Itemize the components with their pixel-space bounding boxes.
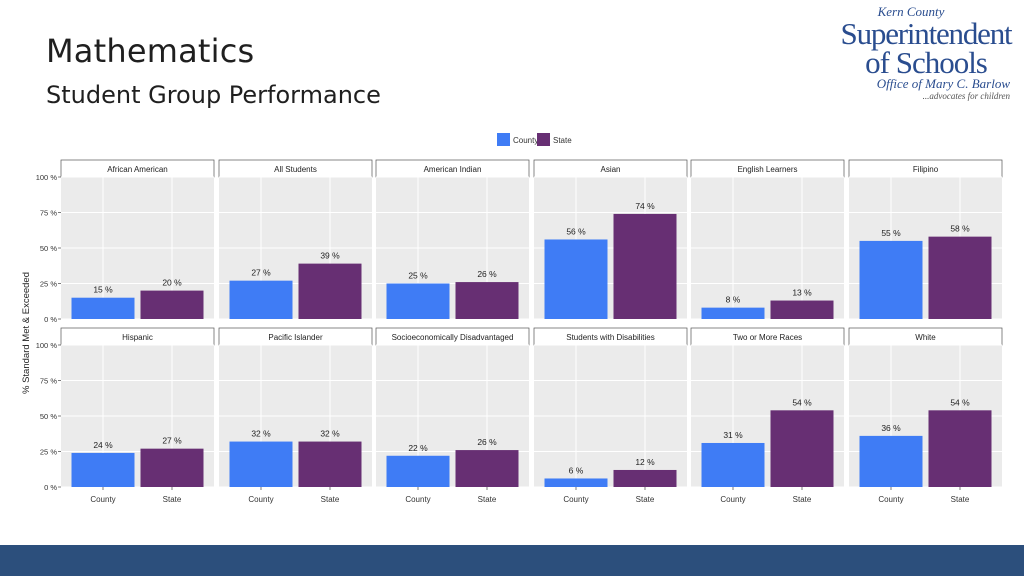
x-tick-label-state: State	[951, 495, 970, 504]
logo-line-schools: of Schools	[865, 45, 988, 80]
bar-american-indian-county	[386, 283, 450, 319]
bar-african-american-state	[140, 290, 204, 319]
data-label-all-students-county: 27 %	[251, 268, 271, 278]
bar-african-american-county	[71, 297, 135, 319]
facet-title-english-learners: English Learners	[737, 165, 797, 174]
bar-two-or-more-races-county	[701, 442, 765, 487]
data-label-socioeconomically-disadvantaged-county: 22 %	[408, 443, 428, 453]
data-label-all-students-state: 39 %	[320, 251, 340, 261]
x-tick-label-county: County	[405, 495, 430, 504]
data-label-english-learners-county: 8 %	[726, 295, 741, 305]
data-label-pacific-islander-state: 32 %	[320, 429, 340, 439]
facet-title-asian: Asian	[600, 165, 620, 174]
x-tick-label-county: County	[248, 495, 273, 504]
data-label-socioeconomically-disadvantaged-state: 26 %	[477, 437, 497, 447]
bar-pacific-islander-state	[298, 441, 362, 487]
y-axis-title: % Standard Met & Exceeded	[21, 272, 32, 394]
bar-hispanic-state	[140, 448, 204, 487]
facet-title-hispanic: Hispanic	[122, 333, 153, 342]
facet-title-filipino: Filipino	[913, 165, 939, 174]
y-tick-label: 25 %	[40, 280, 57, 289]
y-tick-label: 50 %	[40, 412, 57, 421]
data-label-hispanic-state: 27 %	[162, 436, 182, 446]
facet-title-all-students: All Students	[274, 165, 317, 174]
data-label-filipino-county: 55 %	[881, 228, 901, 238]
facet-title-american-indian: American Indian	[424, 165, 482, 174]
data-label-two-or-more-races-county: 31 %	[723, 430, 743, 440]
footer-bar	[0, 545, 1024, 576]
x-tick-label-state: State	[793, 495, 812, 504]
data-label-hispanic-county: 24 %	[93, 440, 113, 450]
facet-title-african-american: African American	[107, 165, 167, 174]
bar-english-learners-county	[701, 307, 765, 319]
kern-county-logo: Kern County Superintendent of Schools Of…	[836, 5, 1016, 110]
logo-line-superintendent: Superintendent	[840, 16, 1013, 51]
data-label-american-indian-state: 26 %	[477, 269, 497, 279]
x-tick-label-county: County	[563, 495, 588, 504]
logo-line-office: Office of Mary C. Barlow	[876, 76, 1010, 91]
data-label-white-state: 54 %	[950, 397, 970, 407]
x-tick-label-state: State	[321, 495, 340, 504]
logo-line-tagline: ...advocates for children	[922, 91, 1010, 101]
y-tick-label: 75 %	[40, 377, 57, 386]
x-tick-label-county: County	[720, 495, 745, 504]
bar-white-county	[859, 435, 923, 487]
bar-students-with-disabilities-state	[613, 469, 677, 487]
data-label-pacific-islander-county: 32 %	[251, 429, 271, 439]
bar-two-or-more-races-state	[770, 410, 834, 487]
data-label-asian-county: 56 %	[566, 226, 586, 236]
facet-title-pacific-islander: Pacific Islander	[268, 333, 323, 342]
legend-state-swatch	[537, 133, 550, 146]
data-label-african-american-county: 15 %	[93, 285, 113, 295]
y-tick-label: 75 %	[40, 209, 57, 218]
bar-hispanic-county	[71, 452, 135, 487]
legend-county-label: County	[513, 136, 538, 145]
slide-subtitle: Student Group Performance	[46, 81, 381, 109]
bar-socioeconomically-disadvantaged-county	[386, 455, 450, 487]
bar-filipino-county	[859, 240, 923, 319]
x-tick-label-county: County	[90, 495, 115, 504]
data-label-students-with-disabilities-state: 12 %	[635, 457, 655, 467]
x-tick-label-county: County	[878, 495, 903, 504]
bar-pacific-islander-county	[229, 441, 293, 487]
bar-students-with-disabilities-county	[544, 478, 608, 487]
data-label-students-with-disabilities-county: 6 %	[569, 465, 584, 475]
facet-title-socioeconomically-disadvantaged: Socioeconomically Disadvantaged	[392, 333, 514, 342]
bar-socioeconomically-disadvantaged-state	[455, 450, 519, 487]
facet-title-two-or-more-races: Two or More Races	[733, 333, 802, 342]
bar-white-state	[928, 410, 992, 487]
slide-title: Mathematics	[46, 32, 255, 70]
facet-title-students-with-disabilities: Students with Disabilities	[566, 333, 654, 342]
bar-asian-state	[613, 213, 677, 319]
bar-english-learners-state	[770, 300, 834, 319]
y-tick-label: 0 %	[44, 483, 57, 492]
data-label-american-indian-county: 25 %	[408, 271, 428, 281]
data-label-filipino-state: 58 %	[950, 224, 970, 234]
x-tick-label-state: State	[163, 495, 182, 504]
y-tick-label: 100 %	[36, 341, 58, 350]
bar-american-indian-state	[455, 282, 519, 319]
logo-line-county: Kern County	[877, 4, 945, 19]
y-tick-label: 100 %	[36, 173, 58, 182]
data-label-african-american-state: 20 %	[162, 278, 182, 288]
data-label-english-learners-state: 13 %	[792, 288, 812, 298]
y-tick-label: 25 %	[40, 448, 57, 457]
bar-all-students-state	[298, 263, 362, 319]
legend-county-swatch	[497, 133, 510, 146]
bar-all-students-county	[229, 280, 293, 319]
y-tick-label: 50 %	[40, 244, 57, 253]
bar-asian-county	[544, 239, 608, 319]
y-tick-label: 0 %	[44, 315, 57, 324]
data-label-two-or-more-races-state: 54 %	[792, 397, 812, 407]
legend-state-label: State	[553, 136, 572, 145]
bar-filipino-state	[928, 236, 992, 319]
faceted-bar-chart: County State % Standard Met & Exceeded Afri…	[21, 133, 1003, 504]
facet-title-white: White	[915, 333, 936, 342]
data-label-asian-state: 74 %	[635, 201, 655, 211]
x-tick-label-state: State	[478, 495, 497, 504]
data-label-white-county: 36 %	[881, 423, 901, 433]
x-tick-label-state: State	[636, 495, 655, 504]
